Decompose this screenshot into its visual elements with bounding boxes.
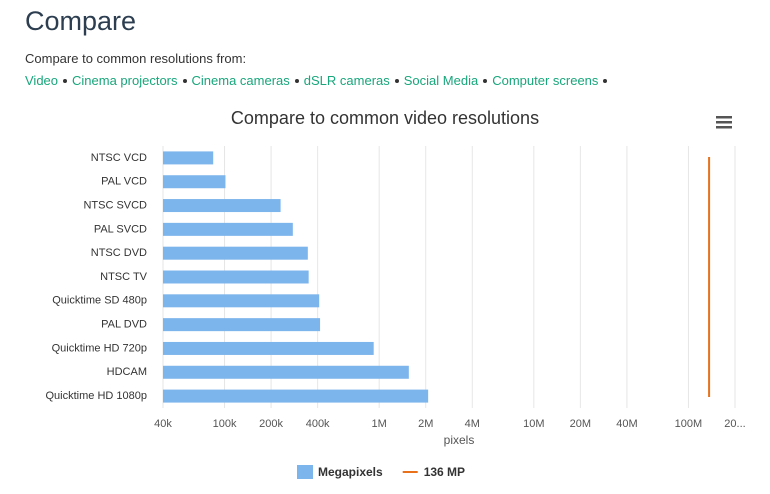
- x-tick-label: 2M: [418, 418, 433, 430]
- link[interactable]: dSLR cameras: [303, 73, 390, 88]
- y-tick-label: PAL SVCD: [94, 223, 147, 235]
- link[interactable]: Cinema projectors: [72, 73, 178, 88]
- intro: Compare to common resolutions from:: [25, 51, 247, 66]
- separator: [63, 78, 68, 83]
- x-tick-label: 200k: [259, 418, 283, 430]
- bar: [163, 246, 308, 260]
- y-tick-label: Quicktime SD 480p: [52, 295, 147, 307]
- bar: [163, 175, 226, 189]
- separator: [294, 78, 299, 83]
- x-tick-label: 1M: [372, 418, 387, 430]
- bar: [163, 318, 321, 332]
- y-tick-label: NTSC TV: [100, 271, 148, 283]
- x-tick-label: 40M: [616, 418, 637, 430]
- bar: [163, 294, 320, 308]
- y-tick-label: NTSC DVD: [91, 247, 147, 259]
- y-tick-label: PAL DVD: [101, 319, 147, 331]
- legend-label: Megapixels: [318, 465, 383, 479]
- legend-swatch: [297, 465, 313, 479]
- x-axis-title: pixels: [444, 433, 475, 447]
- bar: [163, 389, 429, 403]
- y-tick-label: PAL VCD: [101, 176, 147, 188]
- menu-bar: [716, 121, 732, 124]
- link[interactable]: Social Media: [403, 73, 479, 88]
- x-tick-label: 40k: [154, 418, 172, 430]
- link-list: Video Cinema projectors Cinema cameras dSLR…: [25, 73, 612, 88]
- x-tick-label: 100k: [213, 418, 237, 430]
- menu-bar: [716, 116, 732, 119]
- legend-label: 136 MP: [424, 465, 465, 479]
- page-title: Compare: [25, 6, 137, 36]
- menu-button[interactable]: [715, 114, 733, 130]
- bar: [163, 365, 409, 379]
- y-tick-label: Quicktime HD 720p: [52, 342, 147, 354]
- separator: [394, 78, 399, 83]
- y-tick-label: Quicktime HD 1080p: [46, 390, 148, 402]
- separator: [603, 78, 608, 83]
- chart-title: Compare to common video resolutions: [231, 108, 539, 128]
- menu-bar: [716, 126, 732, 129]
- bar: [163, 341, 374, 355]
- x-tick-label: 10M: [523, 418, 544, 430]
- link[interactable]: Video: [25, 73, 59, 88]
- bar: [163, 270, 309, 284]
- link[interactable]: Cinema cameras: [191, 73, 290, 88]
- bar: [163, 222, 293, 236]
- y-tick-label: HDCAM: [107, 366, 147, 378]
- bar: [163, 199, 281, 213]
- y-tick-label: NTSC SVCD: [83, 199, 147, 211]
- bar: [163, 151, 214, 165]
- x-tick-label: 20M: [570, 418, 591, 430]
- x-tick-label: 20...: [724, 418, 745, 430]
- x-tick-label: 4M: [465, 418, 480, 430]
- separator: [483, 78, 488, 83]
- x-tick-label: 100M: [675, 418, 703, 430]
- link[interactable]: Computer screens: [492, 73, 599, 88]
- separator: [182, 78, 187, 83]
- x-tick-label: 400k: [306, 418, 330, 430]
- y-tick-label: NTSC VCD: [91, 152, 147, 164]
